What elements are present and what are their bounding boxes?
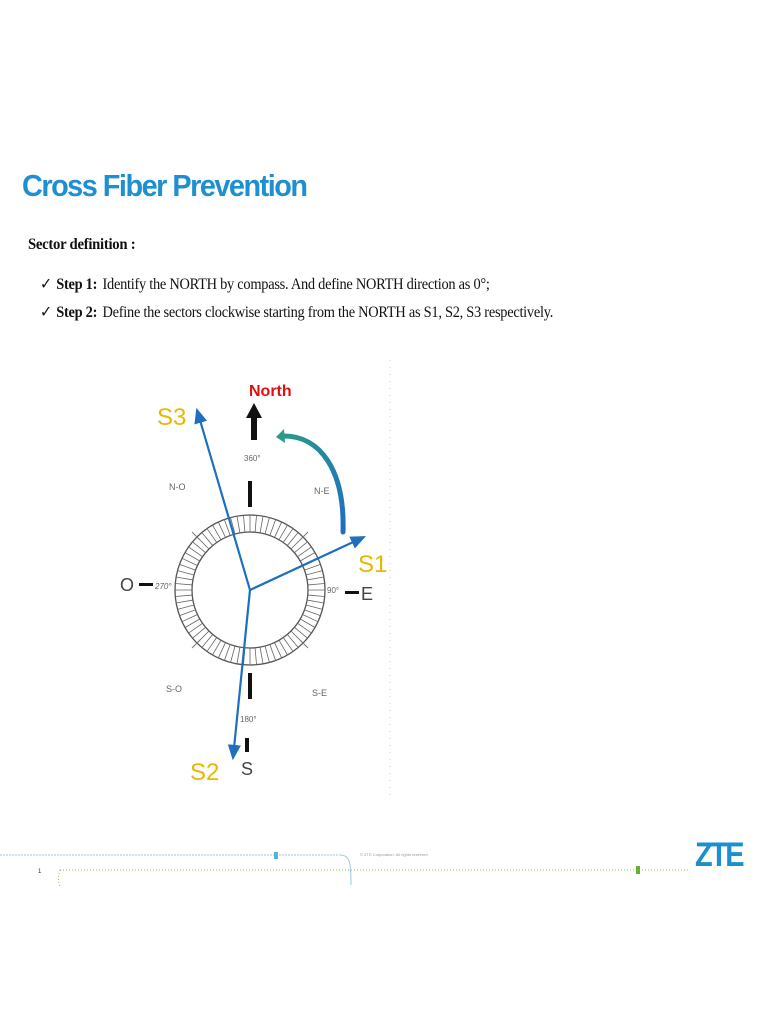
page-number: 1 (38, 869, 42, 875)
svg-text:270°: 270° (154, 582, 172, 591)
sector-s1-arrow (249, 536, 366, 591)
north-label: North (249, 383, 292, 400)
slide-title: Cross Fiber Prevention (22, 168, 308, 203)
nw-label: N-O (169, 482, 186, 492)
sw-label: S-O (166, 684, 182, 694)
footer-decoration (0, 852, 690, 888)
svg-text:180°: 180° (240, 715, 257, 724)
svg-text:90°: 90° (327, 586, 339, 595)
sector-definition-heading: Sector definition : (28, 236, 136, 253)
sector-s2-arrow (227, 589, 252, 761)
degree-360-label: 360° (244, 454, 261, 463)
se-label: S-E (312, 688, 327, 698)
svg-text:O: O (120, 575, 134, 595)
east-marker: 90° E (327, 584, 373, 604)
step-1: ✓ Step 1: Identify the NORTH by compass. A… (40, 274, 553, 302)
south-marker: 180° S (240, 715, 257, 779)
sector-s3-label: S3 (157, 404, 186, 431)
copyright-text: © ZTE Corporation. All rights reserved (360, 852, 428, 857)
ne-label: N-E (314, 486, 330, 496)
zte-logo: ZTE (695, 836, 744, 874)
steps-list: ✓ Step 1: Identify the NORTH by compass. A… (40, 274, 610, 330)
step-1-text: Identify the NORTH by compass. And defin… (102, 276, 490, 293)
sector-s2-label: S2 (190, 759, 219, 786)
svg-text:E: E (361, 584, 373, 604)
svg-text:S: S (241, 759, 253, 779)
step-2: ✓ Step 2: Define the sectors clockwise sta… (40, 302, 553, 330)
step-2-label: Step 2: (56, 304, 98, 321)
checkmark-icon: ✓ (40, 276, 52, 293)
step-1-label: Step 1: (56, 276, 98, 293)
step-2-text: Define the sectors clockwise starting fr… (102, 304, 554, 321)
clockwise-rotation-arrow-icon (281, 433, 346, 535)
compass-sector-diagram: O 270° 90° E 180° S 360° N-O N-E S-O S-E… (120, 360, 391, 800)
sector-s1-label: S1 (358, 551, 387, 578)
north-arrow-icon (246, 403, 262, 440)
west-marker: O 270° (120, 575, 172, 595)
sector-s3-arrow (194, 407, 252, 591)
checkmark-icon: ✓ (40, 304, 52, 321)
compass-ring (174, 481, 326, 699)
